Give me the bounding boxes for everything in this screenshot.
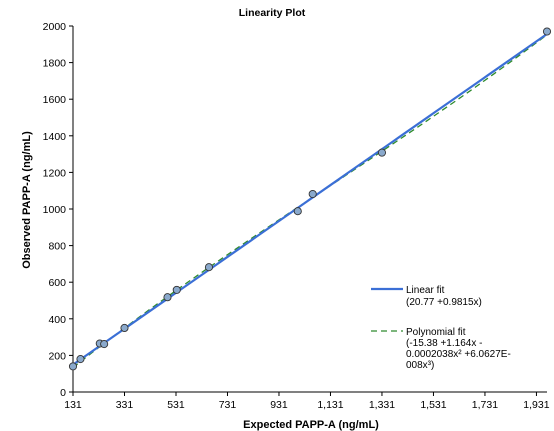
data-point: [120, 323, 129, 333]
y-tick-label: 0: [60, 387, 66, 399]
legend-polynomial-label: 008x³): [406, 360, 434, 371]
linear-fit-line: [72, 33, 548, 366]
y-tick-label: 2000: [43, 21, 67, 33]
y-tick-label: 1400: [43, 131, 67, 143]
data-point: [76, 355, 85, 364]
x-tick-label: 1,931: [523, 399, 549, 411]
x-tick-label: 531: [167, 399, 185, 411]
axes: 0 200 400 600 800 1000 1200 1400 1600 1800 2000 131…: [43, 21, 550, 411]
y-tick-label: 400: [48, 314, 66, 326]
y-tick-label: 1800: [43, 58, 67, 70]
legend-polynomial-label: (-15.38 +1.164x -: [406, 338, 482, 349]
x-tick-label: 1,131: [317, 399, 343, 411]
x-tick-label: 1,531: [420, 399, 446, 411]
x-tick-label: 931: [270, 399, 288, 411]
x-tick-label: 1,731: [472, 399, 498, 411]
data-point: [308, 189, 317, 199]
data-point: [293, 207, 302, 216]
data-point: [377, 148, 387, 157]
chart-title: Linearity Plot: [239, 7, 306, 19]
y-tick-label: 1200: [43, 167, 67, 179]
x-tick-label: 331: [116, 399, 134, 411]
y-tick-label: 1600: [43, 94, 67, 106]
legend: Linear fit(20.77 +0.9815x) Polynomial fit…: [371, 285, 511, 371]
fit-lines: [72, 33, 548, 369]
data-point: [68, 362, 78, 371]
legend-polynomial-label: 0.0002038x² +6.0627E-: [406, 349, 511, 360]
data-point: [100, 340, 109, 349]
data-point: [542, 27, 552, 36]
x-tick-label: 1,331: [369, 399, 395, 411]
y-tick-label: 1000: [43, 204, 67, 216]
x-axis-label: Expected PAPP-A (ng/mL): [243, 419, 379, 431]
legend-linear-label: Linear fit: [406, 285, 445, 296]
y-tick-label: 800: [48, 241, 66, 253]
y-tick-label: 600: [48, 277, 66, 289]
legend-linear-label: (20.77 +0.9815x): [406, 297, 482, 308]
data-point: [163, 293, 172, 302]
y-axis-label: Observed PAPP-A (ng/mL): [21, 131, 33, 269]
data-points: [68, 27, 552, 371]
x-tick-label: 731: [219, 399, 237, 411]
data-point: [204, 263, 213, 272]
x-tick-label: 131: [64, 399, 82, 411]
legend-polynomial-label: Polynomial fit: [406, 327, 466, 338]
y-tick-label: 200: [48, 350, 66, 362]
data-point: [172, 285, 181, 294]
